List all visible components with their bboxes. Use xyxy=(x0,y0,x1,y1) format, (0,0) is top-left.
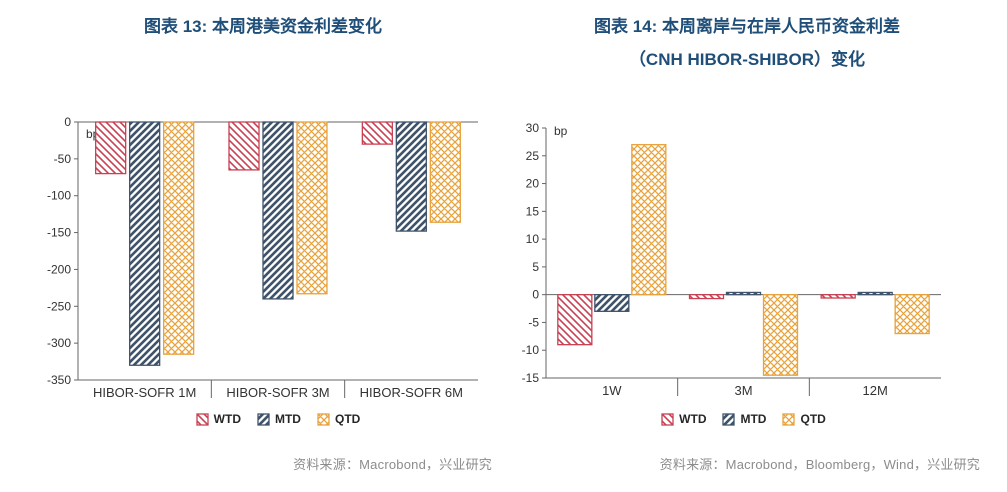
legend-swatch-qtd-icon xyxy=(317,412,330,426)
svg-text:HIBOR-SOFR 1M: HIBOR-SOFR 1M xyxy=(93,385,196,400)
legend-item-qtd: QTD xyxy=(317,412,360,426)
legend-swatch-qtd-icon xyxy=(782,412,796,426)
figure-14-title-line-2: （CNH HIBOR-SHIBOR）变化 xyxy=(628,50,866,69)
figure-13-title: 图表 13: 本周港美资金利差变化 xyxy=(28,10,498,43)
svg-text:bp: bp xyxy=(554,124,568,138)
legend-label: QTD xyxy=(800,412,826,426)
figure-13-title-line: 图表 13: 本周港美资金利差变化 xyxy=(143,17,383,36)
svg-text:20: 20 xyxy=(526,177,540,191)
svg-text:30: 30 xyxy=(526,121,540,135)
legend-swatch-mtd-icon xyxy=(257,412,270,426)
svg-text:-100: -100 xyxy=(47,189,71,203)
legend-item-mtd: MTD xyxy=(257,412,301,426)
svg-text:12M: 12M xyxy=(863,383,888,398)
figure-13-panel: 图表 13: 本周港美资金利差变化 0 -50 -100 -150 -200 -250 -3… xyxy=(28,0,498,492)
svg-text:5: 5 xyxy=(532,260,539,274)
legend-swatch-wtd-icon xyxy=(196,412,209,426)
svg-text:-300: -300 xyxy=(47,336,71,350)
figure-14-bar-chart: 30 25 20 15 10 5 0 -5 -10 -15 1W 3M 12M bp xyxy=(522,121,941,398)
legend-swatch-wtd-icon xyxy=(661,412,674,426)
svg-text:-50: -50 xyxy=(54,152,72,166)
svg-text:3M: 3M xyxy=(734,383,752,398)
figure-14-title: 图表 14: 本周离岸与在岸人民币资金利差 （CNH HIBOR-SHIBOR）… xyxy=(508,10,986,76)
svg-text:-15: -15 xyxy=(522,371,540,385)
figure-13-bar-chart: 0 -50 -100 -150 -200 -250 -300 -350 HIBOR-SOFR 1… xyxy=(47,115,478,400)
svg-text:-5: -5 xyxy=(528,315,539,329)
legend-item-wtd: WTD xyxy=(661,412,706,426)
legend-label: WTD xyxy=(213,412,241,426)
svg-text:-350: -350 xyxy=(47,373,71,387)
svg-text:HIBOR-SOFR 6M: HIBOR-SOFR 6M xyxy=(360,385,463,400)
svg-text:1W: 1W xyxy=(602,383,622,398)
legend-item-wtd: WTD xyxy=(196,412,241,426)
svg-text:0: 0 xyxy=(532,288,539,302)
svg-text:-10: -10 xyxy=(522,343,540,357)
legend-item-qtd: QTD xyxy=(782,412,826,426)
svg-text:10: 10 xyxy=(526,232,540,246)
legend-label: MTD xyxy=(740,412,767,426)
svg-text:-250: -250 xyxy=(47,299,71,313)
figure-14-legend: WTD MTD QTD xyxy=(546,412,941,426)
svg-text:25: 25 xyxy=(526,149,540,163)
figure-13-legend: WTD MTD QTD xyxy=(78,412,478,426)
legend-label: MTD xyxy=(274,412,301,426)
legend-swatch-mtd-icon xyxy=(722,412,736,426)
legend-label: QTD xyxy=(334,412,361,426)
svg-text:-200: -200 xyxy=(47,262,71,276)
svg-text:15: 15 xyxy=(526,204,540,218)
figure-14-panel: 图表 14: 本周离岸与在岸人民币资金利差 （CNH HIBOR-SHIBOR）… xyxy=(508,0,986,492)
svg-text:HIBOR-SOFR 3M: HIBOR-SOFR 3M xyxy=(226,385,329,400)
figure-13-source: 资料来源：Macrobond，兴业研究 xyxy=(293,457,492,472)
svg-text:0: 0 xyxy=(64,115,71,129)
figure-14-source: 资料来源：Macrobond，Bloomberg，Wind，兴业研究 xyxy=(659,457,980,472)
legend-label: WTD xyxy=(679,412,707,426)
figure-14-title-line-1: 图表 14: 本周离岸与在岸人民币资金利差 xyxy=(593,17,901,36)
svg-text:-150: -150 xyxy=(47,226,71,240)
legend-item-mtd: MTD xyxy=(722,412,766,426)
